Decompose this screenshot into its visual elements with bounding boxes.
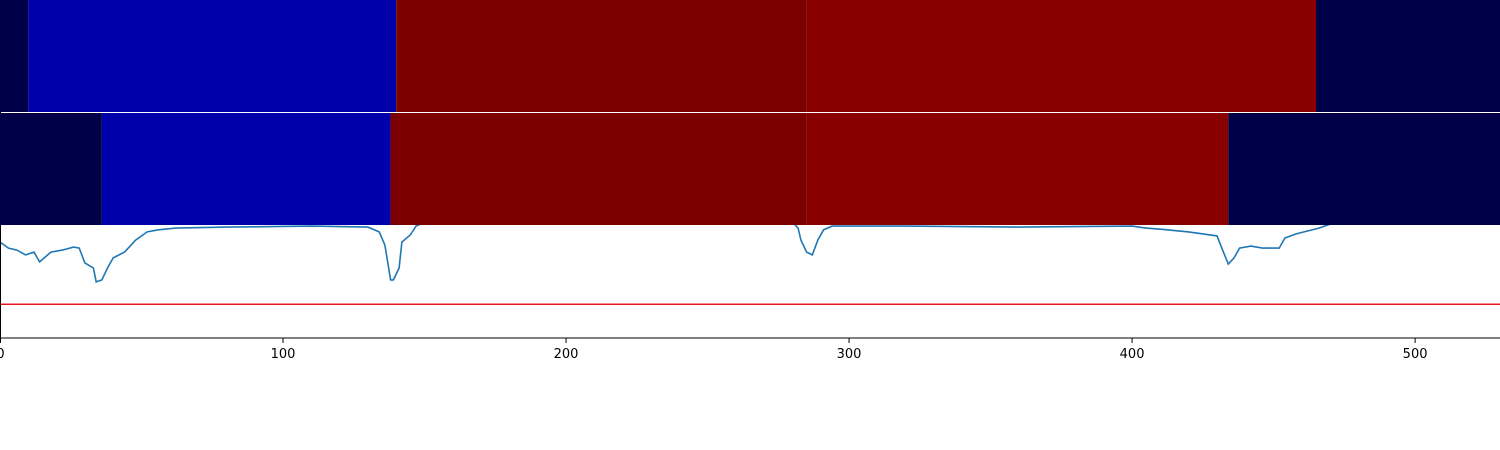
strip-segment [0, 0, 29, 112]
x-tick-label: 100 [271, 347, 296, 362]
data-line [0, 221, 1500, 283]
strip-segment [806, 0, 1317, 112]
x-tick-label: 300 [837, 347, 862, 362]
strip-segment [28, 0, 397, 112]
strip-segment [806, 113, 1229, 225]
strip-segment [390, 113, 807, 225]
strip-segment [1228, 113, 1500, 225]
strip-segment [396, 0, 807, 112]
x-tick-label: 200 [554, 347, 579, 362]
strip-segment [101, 113, 391, 225]
strip-segment [0, 113, 102, 225]
x-tick-label: 0 [0, 347, 5, 362]
strip-segment [1316, 0, 1500, 112]
x-tick-label: 400 [1120, 347, 1145, 362]
x-tick-label: 500 [1403, 347, 1428, 362]
